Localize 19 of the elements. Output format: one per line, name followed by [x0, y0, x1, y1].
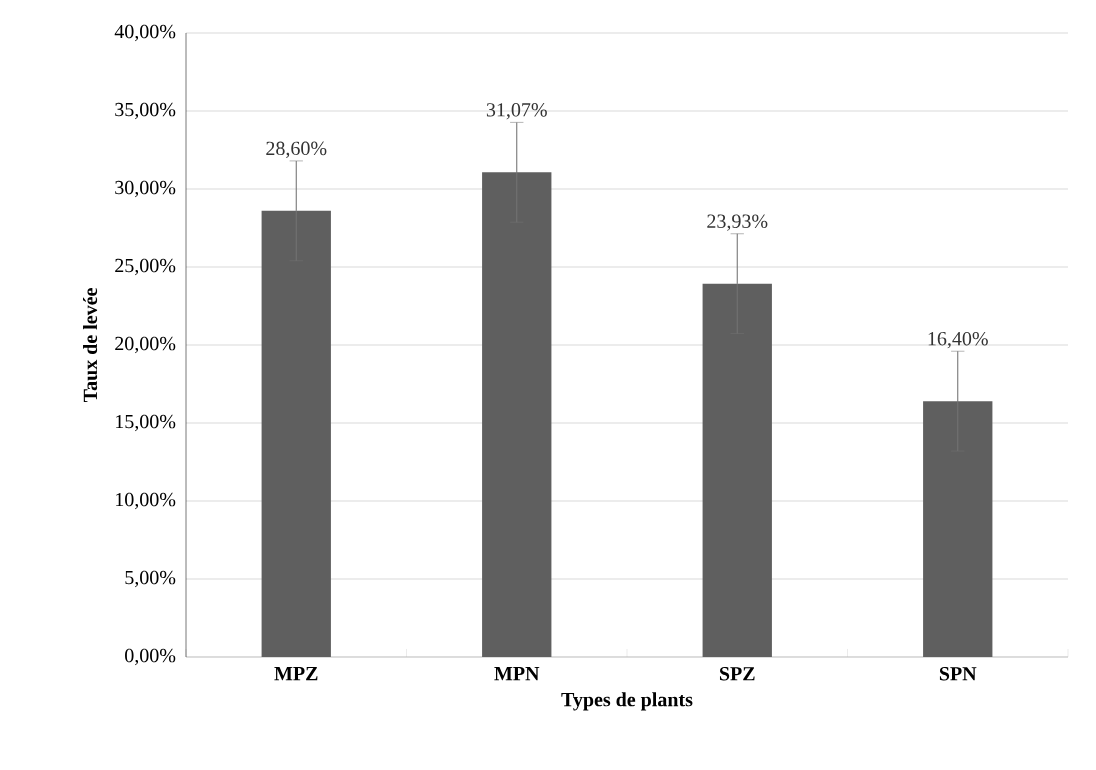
- y-tick-label: 35,00%: [115, 102, 176, 120]
- y-tick-label: 15,00%: [116, 414, 176, 432]
- y-tick-label: 40,00%: [114, 24, 176, 42]
- x-tick-label: SPN: [939, 667, 977, 681]
- x-tick-label: MPZ: [274, 667, 318, 681]
- data-label: 23,93%: [707, 214, 768, 231]
- y-axis-title: Taux de levée: [83, 288, 98, 403]
- y-tick-label: 5,00%: [125, 570, 176, 588]
- x-tick-label: MPN: [494, 667, 540, 681]
- y-tick-label: 0,00%: [125, 648, 176, 666]
- data-label: 31,07%: [486, 103, 547, 120]
- x-tick-label: SPZ: [719, 667, 755, 681]
- x-axis-title: Types de plants: [561, 692, 693, 711]
- y-tick-label: 25,00%: [115, 258, 176, 276]
- y-tick-label: 20,00%: [115, 336, 176, 354]
- y-tick-label: 10,00%: [116, 492, 176, 510]
- data-label: 16,40%: [928, 331, 988, 349]
- data-label: 28,60%: [266, 141, 327, 158]
- y-tick-label: 30,00%: [115, 180, 176, 198]
